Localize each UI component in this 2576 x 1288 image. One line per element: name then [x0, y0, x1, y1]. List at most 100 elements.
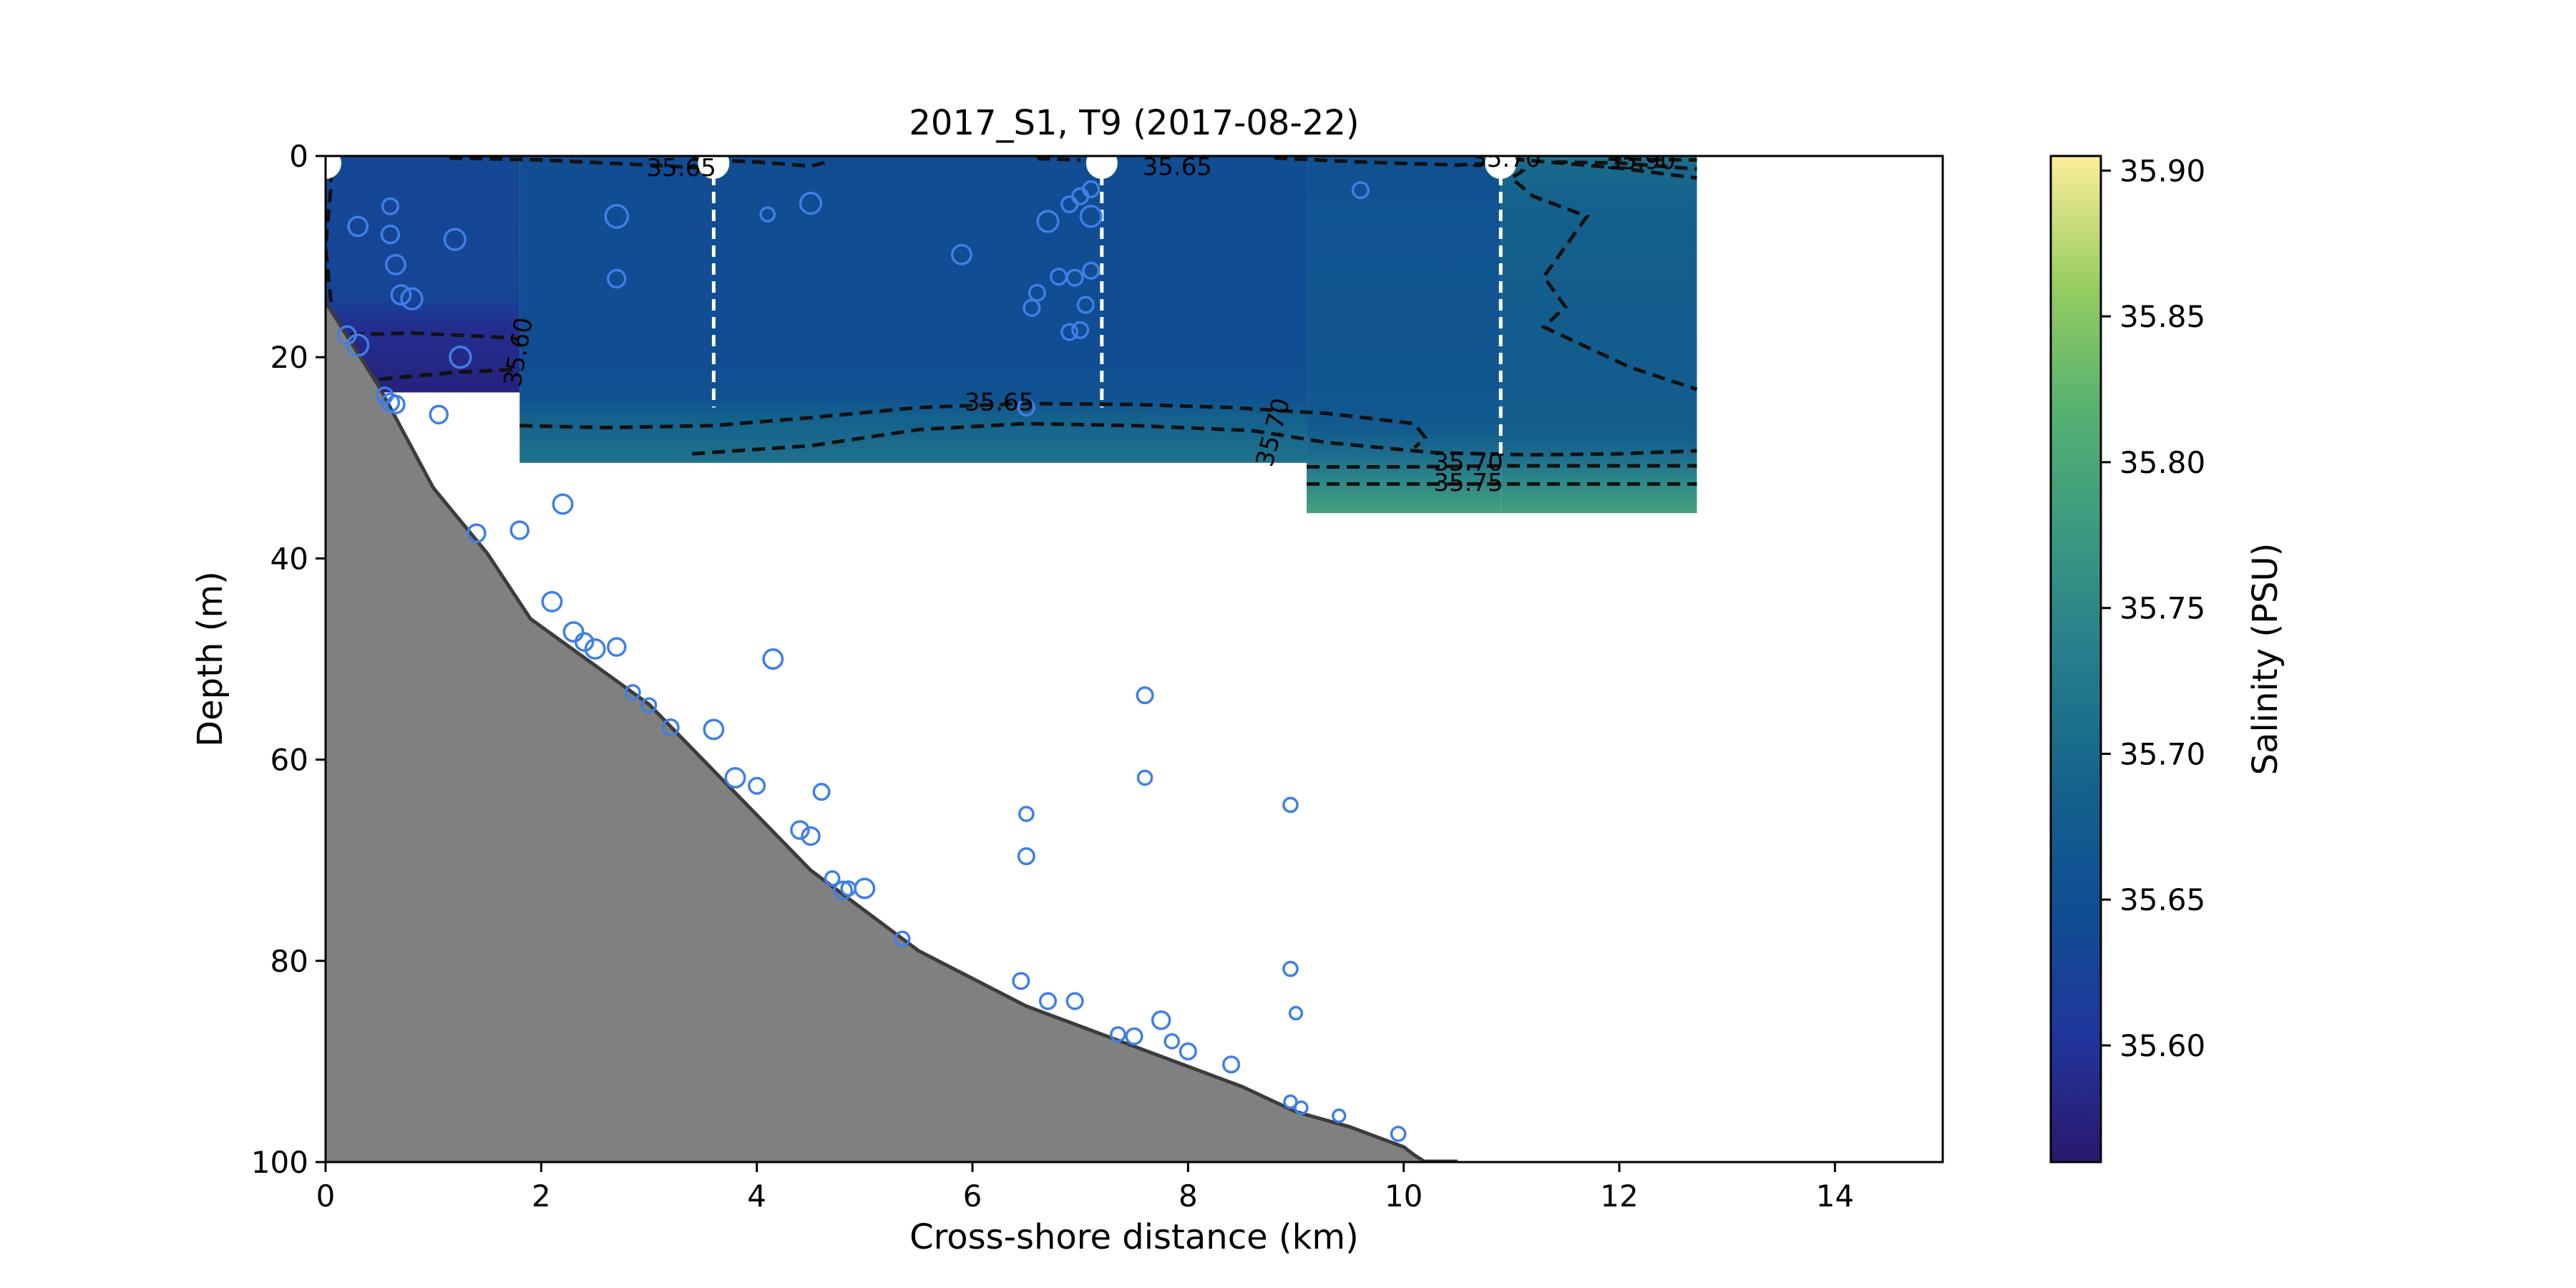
observation-point: [386, 394, 406, 415]
observation-point: [1065, 992, 1084, 1010]
observation-point: [661, 718, 680, 737]
observation-point: [400, 287, 424, 311]
contour-line: [1554, 160, 1697, 171]
observation-point: [812, 783, 831, 801]
x-tick-label: 10: [1385, 1179, 1423, 1214]
observation-point: [790, 820, 810, 840]
contour-line: [379, 367, 520, 381]
observation-point: [607, 637, 627, 657]
observation-point: [759, 206, 776, 223]
seafloor-line: [326, 301, 1427, 1162]
observation-point: [1012, 972, 1030, 990]
observation-point: [1017, 847, 1035, 866]
contour-label: 35.65: [647, 154, 716, 182]
contour-line: [326, 171, 333, 303]
observation-point: [1222, 1055, 1241, 1074]
x-axis-ticks: 0 2 4 6 8 10 12 14: [316, 1162, 1854, 1214]
colorbar-tick-label: 35.65: [2119, 882, 2205, 917]
observation-point: [1038, 992, 1058, 1010]
observation-point: [1076, 296, 1095, 314]
observation-point: [443, 228, 467, 251]
observation-point: [1028, 283, 1046, 302]
contour-line: [1274, 156, 1512, 167]
colorbar-tick-label: 35.75: [2119, 591, 2205, 626]
observation-point: [1351, 181, 1370, 200]
colorbar-label: Salinity (PSU): [2245, 543, 2285, 776]
observation-point: [1151, 1010, 1171, 1030]
observation-point: [1288, 1005, 1304, 1021]
y-tick-label: 60: [270, 743, 308, 778]
observation-point: [1065, 268, 1084, 287]
observation-point: [541, 590, 563, 613]
station-marker: [698, 156, 730, 179]
x-tick-label: 8: [1179, 1179, 1198, 1214]
observation-point: [1163, 1033, 1181, 1050]
observation-point: [509, 520, 530, 540]
observation-point: [584, 638, 606, 660]
colorbar-tick-label: 35.80: [2119, 445, 2205, 480]
observation-point: [801, 826, 821, 847]
contour-label: 35.75: [1433, 469, 1503, 497]
observation-point: [950, 243, 972, 265]
observation-point: [854, 877, 876, 899]
observation-point: [1071, 321, 1090, 339]
ctd-stations: [326, 156, 1517, 458]
observation-point: [799, 191, 823, 215]
y-tick-label: 100: [251, 1145, 308, 1180]
salinity-block: [1307, 156, 1501, 514]
colorbar-tick-label: 35.70: [2119, 736, 2205, 771]
contour-line: [1037, 157, 1080, 162]
observation-point: [562, 621, 585, 643]
y-tick-label: 80: [270, 944, 308, 979]
observation-point: [552, 493, 574, 515]
observation-point: [1294, 1100, 1309, 1116]
y-tick-label: 40: [270, 541, 308, 576]
observation-point: [429, 404, 449, 425]
observation-point: [347, 215, 369, 238]
observation-point: [384, 253, 406, 275]
x-tick-label: 0: [316, 1179, 336, 1214]
x-tick-label: 6: [963, 1179, 982, 1214]
station-marker: [326, 156, 341, 179]
plot-frame: [324, 155, 1944, 1163]
contour-line: [692, 421, 1697, 457]
contour-label: 35.65: [1143, 152, 1212, 181]
observation-point: [607, 268, 627, 289]
contour-label: 35.70: [1471, 145, 1541, 173]
x-tick-label: 4: [747, 1179, 766, 1214]
observation-point: [1390, 1126, 1407, 1142]
station-marker: [1085, 156, 1118, 179]
x-tick-label: 2: [532, 1179, 551, 1214]
observation-point: [449, 346, 472, 369]
observation-point: [1332, 1108, 1347, 1123]
observation-point: [1018, 806, 1035, 822]
contour-line: [1608, 157, 1697, 162]
observation-markers: [337, 180, 1407, 1142]
observation-point: [1136, 769, 1153, 786]
x-axis-label: Cross-shore distance (km): [909, 1217, 1359, 1257]
y-tick-label: 20: [270, 340, 308, 375]
colorbar-gradient: [2049, 155, 2102, 1163]
observation-point: [381, 197, 399, 215]
contour-label: 35.65: [965, 388, 1034, 416]
x-tick-label: 12: [1600, 1179, 1638, 1214]
observation-point: [640, 697, 658, 714]
observation-point: [1082, 180, 1101, 198]
salinity-contours: [326, 156, 1698, 486]
observation-point: [1125, 1027, 1143, 1045]
observation-point: [1282, 796, 1299, 814]
colorbar-tick-label: 35.85: [2119, 299, 2205, 334]
observation-point: [762, 648, 784, 670]
observation-point: [625, 684, 641, 701]
observation-point: [724, 766, 746, 789]
observation-point: [574, 632, 595, 652]
observation-point: [1283, 1094, 1298, 1109]
observation-point: [346, 333, 370, 357]
contour-line: [331, 331, 520, 341]
observation-point: [1060, 323, 1079, 341]
observation-point: [824, 870, 841, 887]
observation-point: [1179, 1042, 1197, 1060]
x-tick-label: 14: [1816, 1179, 1854, 1214]
